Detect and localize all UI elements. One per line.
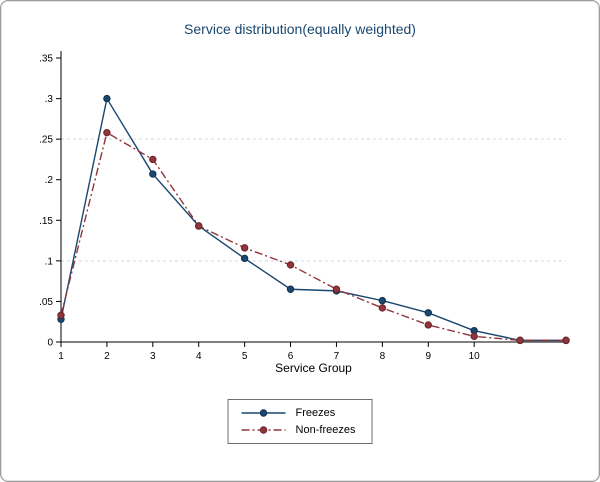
legend-line-sample-non-freezes (241, 426, 286, 434)
legend-label-non-freezes: Non-freezes (295, 424, 356, 436)
svg-text:.1: .1 (45, 256, 54, 267)
svg-text:2: 2 (104, 351, 110, 362)
svg-text:1: 1 (58, 351, 64, 362)
svg-text:6: 6 (288, 351, 294, 362)
legend-label-freezes: Freezes (295, 407, 336, 419)
svg-text:.2: .2 (45, 175, 54, 186)
legend-line-sample-freezes (241, 409, 286, 417)
svg-text:7: 7 (334, 351, 340, 362)
svg-text:.35: .35 (39, 54, 53, 65)
x-axis-label: Service Group (275, 361, 352, 375)
svg-text:.15: .15 (39, 216, 53, 227)
svg-text:.05: .05 (39, 297, 53, 308)
svg-text:10: 10 (469, 351, 481, 362)
legend-item-freezes: Freezes (241, 407, 356, 419)
svg-text:0: 0 (47, 338, 53, 349)
legend-item-non-freezes: Non-freezes (241, 424, 356, 436)
svg-text:.25: .25 (39, 135, 53, 146)
svg-text:.3: .3 (45, 94, 54, 105)
svg-text:9: 9 (425, 351, 431, 362)
svg-text:3: 3 (150, 351, 156, 362)
svg-text:4: 4 (196, 351, 202, 362)
legend: Freezes Non-freezes (227, 399, 373, 444)
svg-text:5: 5 (242, 351, 248, 362)
chart-title: Service distribution(equally weighted) (184, 21, 416, 37)
svg-text:8: 8 (380, 351, 386, 362)
